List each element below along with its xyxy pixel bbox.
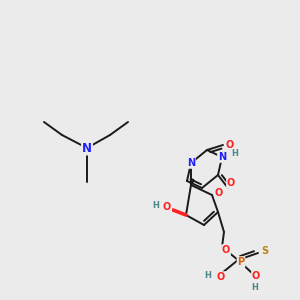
Text: H: H: [232, 149, 238, 158]
Text: S: S: [261, 246, 268, 256]
Text: N: N: [187, 158, 195, 168]
Text: O: O: [217, 272, 225, 282]
Text: O: O: [163, 202, 171, 212]
Text: O: O: [222, 245, 230, 255]
Text: O: O: [226, 140, 234, 150]
Text: H: H: [153, 200, 159, 209]
Text: O: O: [227, 178, 235, 188]
Text: O: O: [252, 271, 260, 281]
Text: N: N: [218, 152, 226, 162]
Text: N: N: [82, 142, 92, 154]
Text: O: O: [215, 188, 223, 198]
Text: H: H: [252, 284, 258, 292]
Text: H: H: [205, 272, 212, 280]
Text: P: P: [237, 257, 244, 267]
